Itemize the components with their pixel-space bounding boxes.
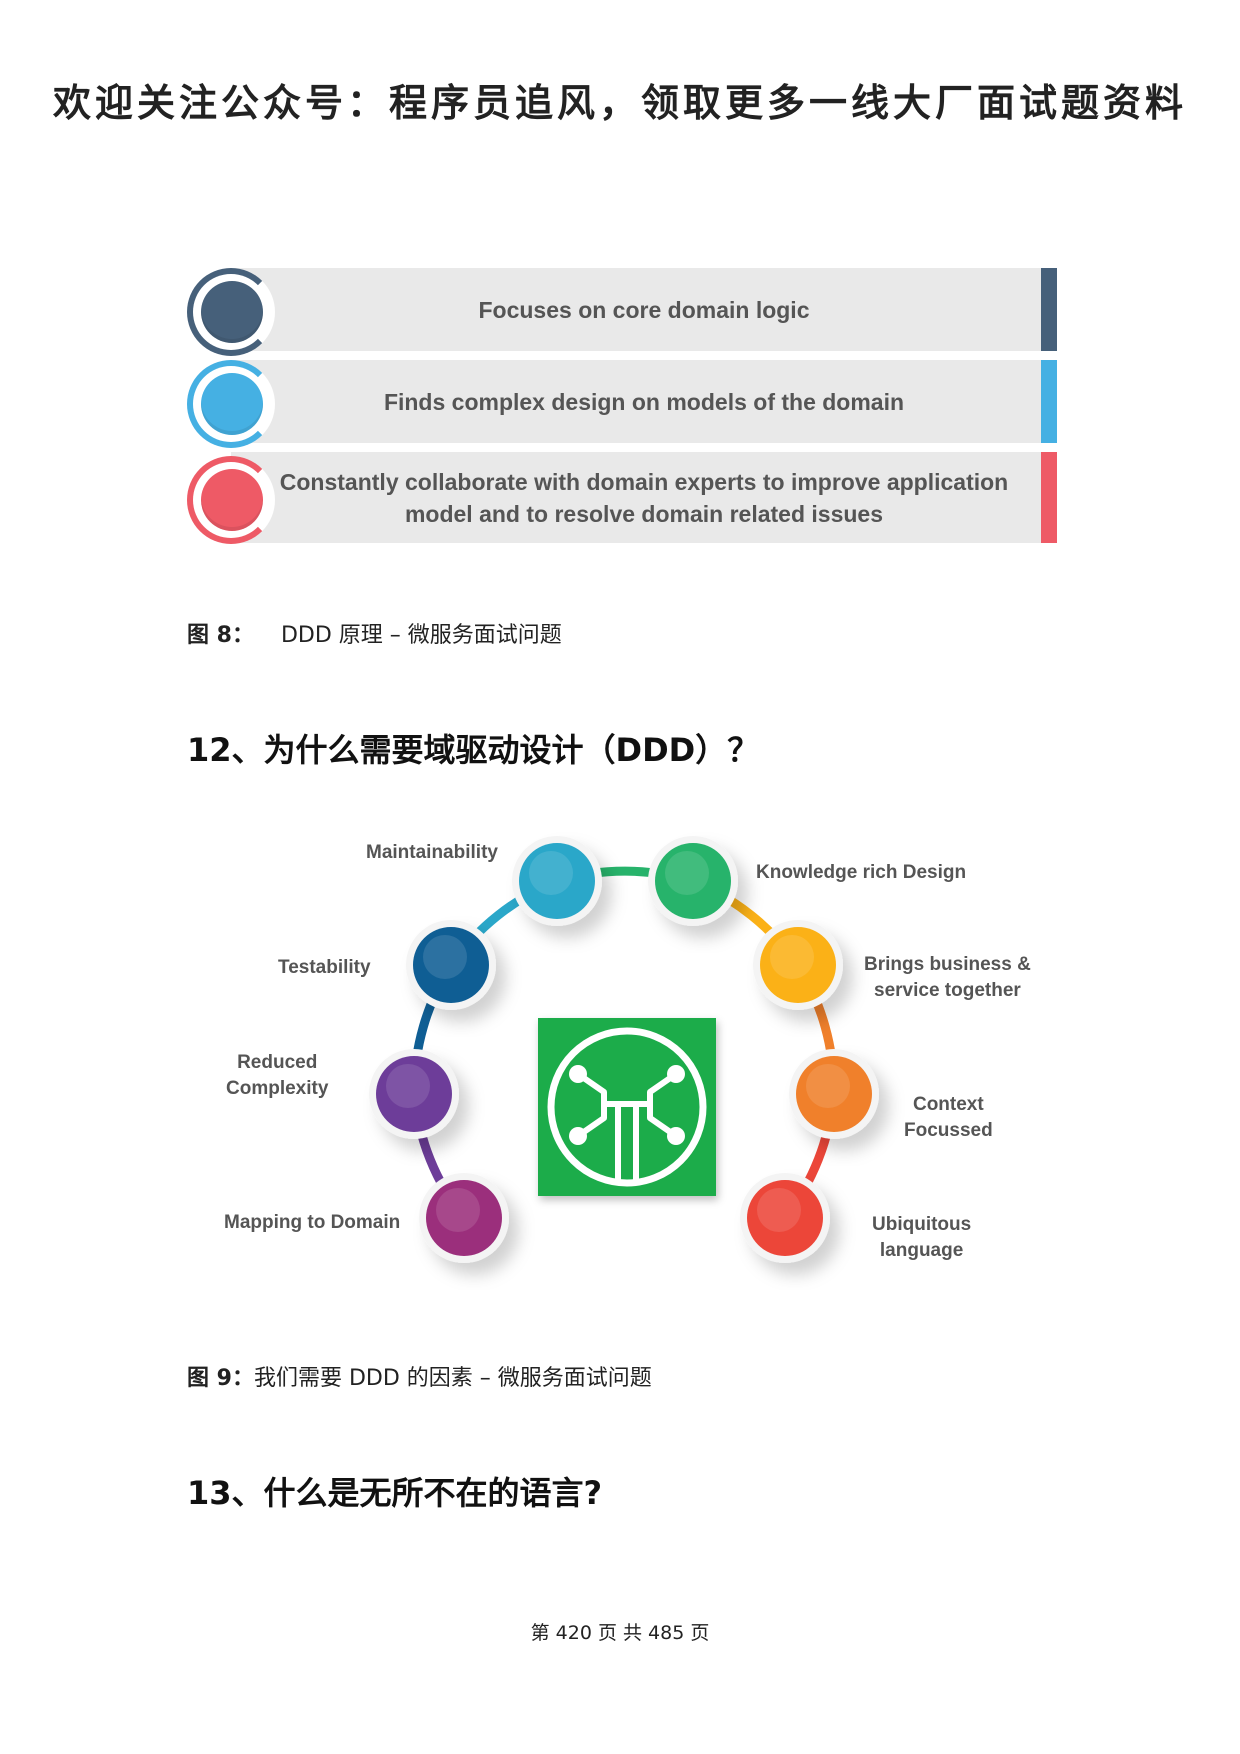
figure-8-caption-label: 图 8： <box>187 623 254 648</box>
factor-label-maintainability-line-1: Maintainability <box>366 842 498 863</box>
factor-node-fill <box>426 1180 502 1256</box>
principle-dot-3 <box>201 469 263 531</box>
factor-label-ubiquitous-language: Ubiquitous language <box>872 1212 971 1264</box>
factor-node <box>406 920 496 1010</box>
principle-row-3: Constantly collaborate with domain exper… <box>231 452 1057 548</box>
factor-node-outer <box>369 1049 459 1139</box>
factor-label-ubiquitous-line-1: Ubiquitous <box>872 1214 972 1235</box>
factor-node-highlight <box>757 1188 801 1232</box>
ddd-logo-icon <box>547 1027 707 1187</box>
connector-arcs <box>409 866 839 1221</box>
factor-label-context-focussed: Context Focussed <box>904 1092 993 1144</box>
factor-label-knowledge-rich-design: Knowledge rich Design <box>756 860 966 886</box>
factor-node-fill <box>376 1056 452 1132</box>
figure-8-caption-text: DDD 原理 – 微服务面试问题 <box>280 623 562 648</box>
principle-row-2-text: Finds complex design on models of the do… <box>261 360 1027 443</box>
factor-label-reduced-complexity: Reduced Complexity <box>226 1050 328 1102</box>
ddd-logo <box>538 1018 716 1196</box>
factor-node-highlight <box>423 935 467 979</box>
factor-label-testability: Testability <box>278 955 371 981</box>
principle-row-1-bar <box>1041 268 1057 351</box>
factor-node-outer <box>753 920 843 1010</box>
factor-node <box>369 1049 459 1139</box>
factor-node-fill <box>413 927 489 1003</box>
principle-row-1-line-1: Focuses on core domain logic <box>478 296 810 323</box>
factor-label-maintainability: Maintainability <box>366 840 498 866</box>
factor-node-outer <box>648 836 738 926</box>
connector-arc <box>447 876 559 968</box>
principle-dot-1 <box>201 281 263 343</box>
factor-node-highlight <box>386 1064 430 1108</box>
factor-label-mapping-to-domain: Mapping to Domain <box>224 1210 400 1236</box>
promo-banner: 欢迎关注公众号：程序员追风，领取更多一线大厂面试题资料 <box>52 80 1187 125</box>
factor-label-reduced-line-1: Reduced <box>237 1052 318 1073</box>
factor-label-brings-line-1: Brings business & <box>864 954 1031 975</box>
factor-node-fill <box>655 843 731 919</box>
factor-label-testability-line-1: Testability <box>278 957 371 978</box>
connector-arc <box>781 1093 839 1221</box>
factor-node <box>648 836 738 926</box>
principle-row-2-bar <box>1041 360 1057 443</box>
connector-arc <box>409 1093 468 1221</box>
factor-node-fill <box>760 927 836 1003</box>
factor-node-outer <box>512 836 602 926</box>
factor-node-outer <box>789 1049 879 1139</box>
factor-node-outer <box>406 920 496 1010</box>
principle-row-3-line-1: Constantly collaborate with domain exper… <box>279 468 1009 495</box>
principle-row-2: Finds complex design on models of the do… <box>231 360 1057 448</box>
figure-9-caption: 图 9：我们需要 DDD 的因素 – 微服务面试问题 <box>187 1360 652 1392</box>
figure-8-caption: 图 8： DDD 原理 – 微服务面试问题 <box>187 617 562 649</box>
principle-row-3-text: Constantly collaborate with domain exper… <box>261 452 1027 543</box>
factor-label-context-line-2: Focussed <box>904 1120 993 1141</box>
factor-label-knowledge-line-1: Knowledge rich Design <box>756 862 967 883</box>
figure-9-caption-label: 图 9： <box>187 1366 254 1391</box>
figure-9-caption-text: 我们需要 DDD 的因素 – 微服务面试问题 <box>253 1366 652 1391</box>
page-footer: 第 420 页 共 485 页 <box>530 1622 710 1644</box>
connector-arc <box>794 962 839 1095</box>
factor-node <box>753 920 843 1010</box>
factor-node-highlight <box>806 1064 850 1108</box>
factor-node <box>512 836 602 926</box>
factor-node-fill <box>519 843 595 919</box>
factor-node-outer <box>419 1173 509 1263</box>
factor-node <box>740 1173 830 1263</box>
connector-arc <box>555 866 695 886</box>
factor-label-context-line-1: Context <box>912 1094 984 1115</box>
principle-dot-2 <box>201 373 263 435</box>
factor-nodes <box>369 836 879 1263</box>
factor-node-fill <box>796 1056 872 1132</box>
ddd-principles-figure: Focuses on core domain logic Finds compl… <box>187 268 1057 552</box>
factor-label-reduced-line-2: Complexity <box>226 1078 329 1099</box>
factor-label-ubiquitous-line-2: language <box>879 1240 964 1261</box>
connector-arc <box>691 876 802 968</box>
principle-row-3-line-2: model and to resolve domain related issu… <box>404 500 884 527</box>
factor-node-highlight <box>529 851 573 895</box>
factor-node <box>419 1173 509 1263</box>
factor-node <box>789 1049 879 1139</box>
principle-row-3-bar <box>1041 452 1057 543</box>
factor-label-brings-business: Brings business & service together <box>864 952 1031 1004</box>
principle-row-1-text: Focuses on core domain logic <box>261 268 1027 351</box>
factor-node-highlight <box>436 1188 480 1232</box>
principle-row-1: Focuses on core domain logic <box>231 268 1057 356</box>
factor-node-fill <box>747 1180 823 1256</box>
factor-node-highlight <box>665 851 709 895</box>
factor-label-mapping-line-1: Mapping to Domain <box>224 1212 401 1233</box>
factor-label-brings-line-2: service together <box>874 980 1021 1001</box>
factor-node-outer <box>740 1173 830 1263</box>
factor-node-highlight <box>770 935 814 979</box>
section-12-heading: 12、为什么需要域驱动设计（DDD）？ <box>187 731 760 769</box>
section-13-heading: 13、什么是无所不在的语言? <box>187 1474 603 1512</box>
connector-arc <box>409 962 455 1095</box>
principle-row-2-line-1: Finds complex design on models of the do… <box>383 388 905 415</box>
